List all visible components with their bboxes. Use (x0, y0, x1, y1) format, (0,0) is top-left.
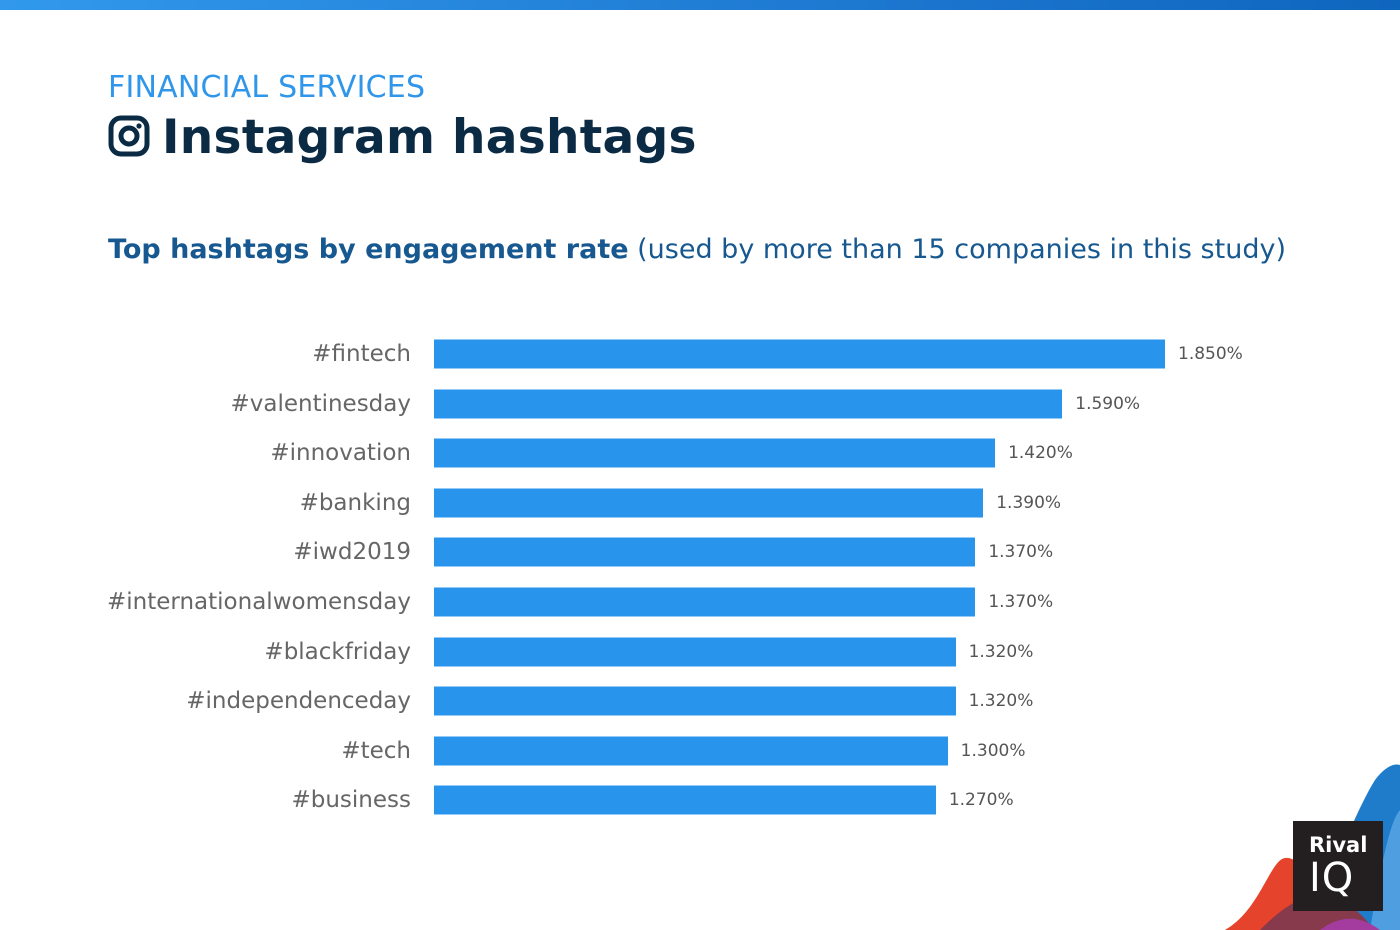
value-label: 1.300% (960, 740, 1026, 761)
category-label: #banking (299, 489, 411, 516)
value-label: 1.270% (948, 790, 1014, 811)
chart-subtitle: Top hashtags by engagement rate (used by… (108, 234, 1286, 265)
value-label: 1.590% (1075, 393, 1141, 414)
category-label: #independenceday (186, 688, 411, 715)
bar (434, 488, 984, 518)
category-label: #fintech (312, 341, 411, 367)
category-label: #business (291, 787, 411, 814)
bar (434, 686, 956, 716)
bar (434, 785, 936, 815)
bar (434, 637, 956, 667)
value-label: 1.390% (996, 492, 1062, 513)
top-accent-bar (0, 0, 1400, 10)
bar (434, 587, 976, 617)
bar (434, 736, 948, 766)
rival-iq-logo: Rival IQ (1293, 821, 1383, 911)
logo-text-iq: IQ (1309, 855, 1355, 901)
industry-label: FINANCIAL SERVICES (108, 70, 426, 105)
value-label: 1.370% (988, 592, 1054, 612)
title-text: Instagram hashtags (162, 110, 697, 165)
value-label: 1.370% (988, 542, 1054, 563)
bar (434, 537, 976, 567)
category-label: #innovation (270, 440, 411, 467)
instagram-icon (108, 115, 150, 161)
value-label: 1.320% (968, 691, 1034, 712)
value-label: 1.850% (1178, 344, 1243, 364)
page-title: Instagram hashtags (108, 110, 697, 165)
chart-title: Top hashtags by engagement rate (108, 234, 629, 265)
bar (434, 339, 1165, 369)
bar (434, 438, 996, 468)
category-label: #iwd2019 (293, 539, 411, 566)
chart-note: (used by more than 15 companies in this … (637, 234, 1286, 265)
category-label: #tech (341, 737, 411, 764)
category-label: #internationalwomensday (107, 589, 411, 615)
category-label: #valentinesday (230, 390, 411, 417)
bar (434, 389, 1063, 419)
category-label: #blackfriday (264, 638, 411, 665)
value-label: 1.420% (1008, 443, 1073, 464)
logo-text-rival: Rival (1309, 833, 1368, 857)
value-label: 1.320% (968, 641, 1034, 662)
